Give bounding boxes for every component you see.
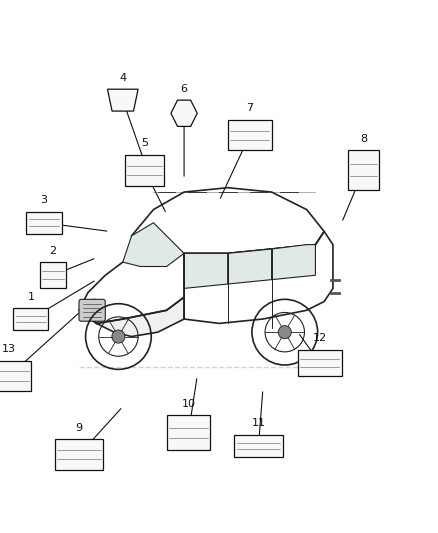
Polygon shape xyxy=(184,253,228,288)
Text: 10: 10 xyxy=(181,399,195,409)
Bar xyxy=(298,350,342,376)
Text: 12: 12 xyxy=(313,333,327,343)
Bar xyxy=(166,415,210,450)
Text: 5: 5 xyxy=(141,138,148,148)
Text: 3: 3 xyxy=(40,195,47,205)
Text: 2: 2 xyxy=(49,246,57,255)
Polygon shape xyxy=(272,245,315,280)
Text: 8: 8 xyxy=(360,134,367,144)
Text: 9: 9 xyxy=(75,423,83,433)
Text: 7: 7 xyxy=(246,103,253,114)
Polygon shape xyxy=(171,100,197,126)
Text: 4: 4 xyxy=(119,72,126,83)
Bar xyxy=(39,262,66,288)
Polygon shape xyxy=(107,89,138,111)
Bar xyxy=(55,439,103,470)
Circle shape xyxy=(278,326,291,339)
Polygon shape xyxy=(79,297,184,336)
Bar xyxy=(125,155,164,185)
FancyBboxPatch shape xyxy=(79,300,105,321)
Text: 1: 1 xyxy=(27,292,34,302)
Bar xyxy=(234,435,283,457)
Text: 11: 11 xyxy=(251,418,265,429)
Bar xyxy=(228,120,272,150)
Text: 6: 6 xyxy=(180,84,187,94)
Bar xyxy=(26,212,61,233)
Bar xyxy=(13,308,48,330)
Text: 13: 13 xyxy=(2,344,16,354)
Bar xyxy=(348,150,379,190)
Polygon shape xyxy=(228,249,272,284)
Polygon shape xyxy=(123,223,184,266)
Bar xyxy=(0,361,31,391)
Circle shape xyxy=(112,330,125,343)
